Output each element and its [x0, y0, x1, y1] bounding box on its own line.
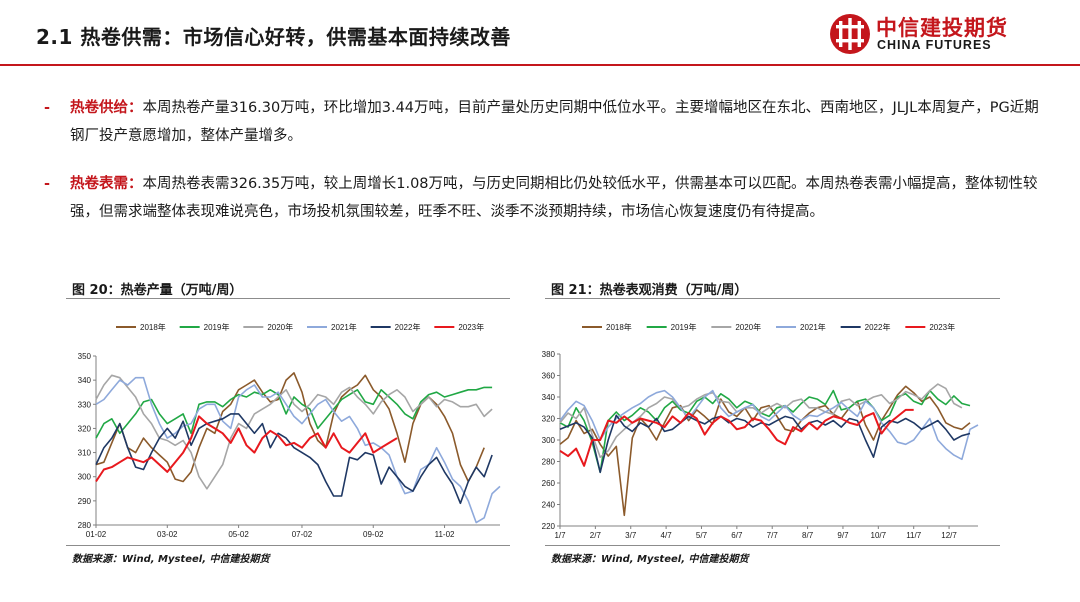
y-tick-label: 380	[542, 350, 556, 359]
y-tick-label: 340	[542, 393, 556, 402]
y-tick-label: 360	[542, 372, 556, 381]
y-tick-label: 300	[78, 473, 92, 482]
series-line-2019	[95, 386, 493, 439]
x-tick-label: 5/7	[696, 531, 708, 540]
figure-bottom-rule	[66, 545, 510, 546]
legend-label: 2023年	[929, 322, 955, 332]
legend-label: 2019年	[671, 322, 697, 332]
legend-label: 2019年	[204, 322, 230, 332]
bullet-body: 本周热卷产量316.30万吨，环比增加3.44万吨，目前产量处历史同期中低位水平…	[70, 100, 1039, 144]
figure-source: 数据来源：Wind, Mysteel, 中信建投期货	[72, 554, 270, 565]
series-line-2018	[95, 372, 485, 483]
bullet-dash: -	[44, 176, 51, 192]
page-title: 2.1 热卷供需：市场信心好转，供需基本面持续改善	[36, 25, 511, 49]
legend-label: 2018年	[140, 322, 166, 332]
legend-label: 2023年	[458, 322, 484, 332]
x-tick-label: 03-02	[157, 530, 178, 539]
x-tick-label: 4/7	[661, 531, 673, 540]
figure-caption: 图 20：热卷产量（万吨/周）	[72, 283, 243, 298]
x-tick-label: 11/7	[906, 531, 922, 540]
series-line-2022	[95, 413, 493, 505]
x-tick-label: 11-02	[435, 530, 455, 539]
y-tick-label: 280	[542, 458, 556, 467]
series-line-2021	[95, 376, 501, 524]
y-tick-label: 300	[542, 436, 556, 445]
series-line-2021	[559, 389, 979, 461]
brand-name-en: CHINA FUTURES	[877, 38, 992, 52]
figure-source: 数据来源：Wind, Mysteel, 中信建投期货	[551, 554, 749, 565]
x-tick-label: 05-02	[228, 530, 249, 539]
figure-caption: 图 21：热卷表观消费（万吨/周）	[551, 283, 748, 298]
x-tick-label: 10/7	[871, 531, 887, 540]
y-tick-label: 310	[78, 449, 92, 458]
bullet-text: 热卷供给：本周热卷产量316.30万吨，环比增加3.44万吨，目前产量处历史同期…	[70, 94, 1045, 150]
y-tick-label: 260	[542, 479, 556, 488]
y-tick-label: 350	[78, 352, 92, 361]
hot-coil-consumption-chart: 2018年 2019年 2020年 2021年 2022年 2023年 380 360 340 3…	[542, 322, 979, 540]
y-tick-label: 340	[78, 376, 92, 385]
y-tick-label: 330	[78, 400, 92, 409]
legend-label: 2021年	[800, 322, 826, 332]
figure-top-rule	[545, 298, 1000, 299]
y-tick-label: 320	[542, 415, 556, 424]
x-tick-label: 2/7	[590, 531, 602, 540]
bullet-label: 热卷供给：	[70, 100, 143, 116]
y-tick-label: 240	[542, 501, 556, 510]
y-tick-label: 290	[78, 497, 92, 506]
x-tick-label: 01-02	[86, 530, 107, 539]
series-line-2023	[559, 408, 914, 467]
figure-bottom-rule	[545, 545, 1000, 546]
x-tick-label: 07-02	[292, 530, 313, 539]
figure-top-rule	[66, 298, 510, 299]
bullet-dash: -	[44, 100, 51, 116]
x-tick-label: 09-02	[363, 530, 384, 539]
x-tick-label: 9/7	[837, 531, 849, 540]
legend-label: 2020年	[735, 322, 761, 332]
legend-label: 2021年	[331, 322, 357, 332]
series-line-2018	[559, 385, 971, 517]
series-line-2023	[95, 415, 398, 483]
x-tick-label: 8/7	[802, 531, 814, 540]
legend-label: 2020年	[267, 322, 293, 332]
bullet-body: 本周热卷表需326.35万吨，较上周增长1.08万吨，与历史同期相比仍处较低水平…	[70, 176, 1038, 220]
bullet-label: 热卷表需：	[70, 176, 143, 192]
x-tick-label: 1/7	[554, 531, 566, 540]
x-tick-label: 7/7	[767, 531, 779, 540]
y-tick-label: 320	[78, 424, 92, 433]
hot-coil-production-chart: 2018年 2019年 2020年 2021年 2022年 2023年 350 340 330 3…	[78, 322, 501, 539]
y-tick-label: 280	[78, 521, 92, 530]
legend-label: 2018年	[606, 322, 632, 332]
x-tick-label: 3/7	[625, 531, 637, 540]
y-tick-label: 220	[542, 522, 556, 531]
series-line-2020	[95, 374, 493, 490]
x-tick-label: 6/7	[731, 531, 743, 540]
brand-name-cn: 中信建投期货	[876, 16, 1008, 40]
x-tick-label: 12/7	[941, 531, 957, 540]
title-divider	[0, 64, 1080, 66]
bullet-text: 热卷表需：本周热卷表需326.35万吨，较上周增长1.08万吨，与历史同期相比仍…	[70, 170, 1045, 226]
brand-logo-icon	[830, 14, 870, 54]
legend-label: 2022年	[865, 322, 891, 332]
legend-label: 2022年	[395, 322, 421, 332]
